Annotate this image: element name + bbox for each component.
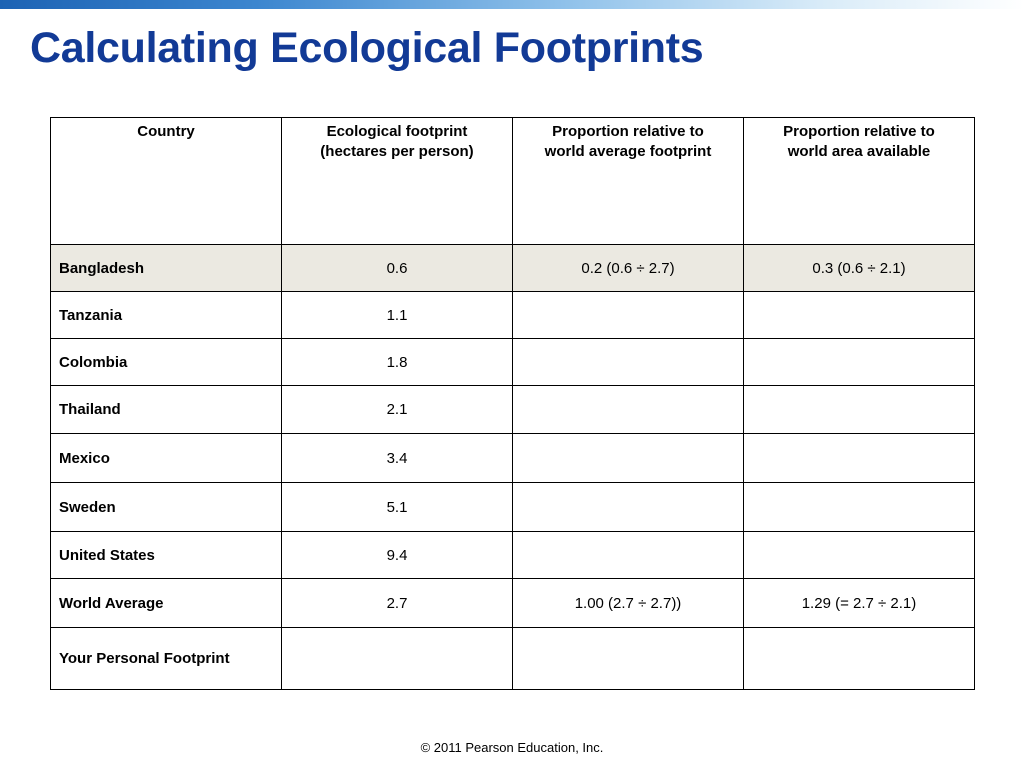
relative-area-cell: 0.3 (0.6 ÷ 2.1) xyxy=(743,244,975,292)
relative-area-cell xyxy=(743,531,975,579)
country-cell: Sweden xyxy=(50,482,282,532)
top-gradient-bar xyxy=(0,0,1024,9)
relative-average-cell xyxy=(512,433,744,483)
header-footprint: Ecological footprint (hectares per perso… xyxy=(281,117,513,245)
relative-average-cell xyxy=(512,338,744,386)
country-cell: United States xyxy=(50,531,282,579)
relative-average-cell xyxy=(512,291,744,339)
header-country: Country xyxy=(50,117,282,245)
relative-area-cell xyxy=(743,482,975,532)
table-row: Thailand 2.1 xyxy=(50,385,975,434)
footprint-cell: 0.6 xyxy=(281,244,513,292)
footprint-table: Country Ecological footprint (hectares p… xyxy=(50,117,975,690)
country-cell: World Average xyxy=(50,578,282,628)
country-cell: Your Personal Footprint xyxy=(50,627,282,690)
table-row: United States 9.4 xyxy=(50,531,975,579)
country-cell: Mexico xyxy=(50,433,282,483)
table-row: Mexico 3.4 xyxy=(50,433,975,483)
relative-average-cell xyxy=(512,385,744,434)
country-cell: Bangladesh xyxy=(50,244,282,292)
footprint-cell: 5.1 xyxy=(281,482,513,532)
country-cell: Colombia xyxy=(50,338,282,386)
table-row: Your Personal Footprint xyxy=(50,627,975,690)
footprint-cell: 1.1 xyxy=(281,291,513,339)
country-cell: Tanzania xyxy=(50,291,282,339)
footprint-cell: 1.8 xyxy=(281,338,513,386)
copyright-footer: © 2011 Pearson Education, Inc. xyxy=(420,740,604,755)
footprint-cell: 3.4 xyxy=(281,433,513,483)
relative-average-cell: 0.2 (0.6 ÷ 2.7) xyxy=(512,244,744,292)
relative-average-cell xyxy=(512,627,744,690)
relative-area-cell xyxy=(743,627,975,690)
header-relative-average: Proportion relative to world average foo… xyxy=(512,117,744,245)
footprint-cell: 2.1 xyxy=(281,385,513,434)
footprint-cell: 9.4 xyxy=(281,531,513,579)
table-row: World Average 2.7 1.00 (2.7 ÷ 2.7)) 1.29… xyxy=(50,578,975,628)
footprint-cell: 2.7 xyxy=(281,578,513,628)
table-row: Tanzania 1.1 xyxy=(50,291,975,339)
table-row: Sweden 5.1 xyxy=(50,482,975,532)
header-row: Country Ecological footprint (hectares p… xyxy=(50,117,975,245)
relative-average-cell xyxy=(512,482,744,532)
country-cell: Thailand xyxy=(50,385,282,434)
relative-average-cell: 1.00 (2.7 ÷ 2.7)) xyxy=(512,578,744,628)
relative-area-cell xyxy=(743,385,975,434)
footprint-cell xyxy=(281,627,513,690)
slide-title: Calculating Ecological Footprints xyxy=(30,24,704,72)
table-row: Bangladesh 0.6 0.2 (0.6 ÷ 2.7) 0.3 (0.6 … xyxy=(50,244,975,292)
relative-area-cell xyxy=(743,433,975,483)
table-row: Colombia 1.8 xyxy=(50,338,975,386)
relative-average-cell xyxy=(512,531,744,579)
relative-area-cell: 1.29 (= 2.7 ÷ 2.1) xyxy=(743,578,975,628)
relative-area-cell xyxy=(743,338,975,386)
relative-area-cell xyxy=(743,291,975,339)
header-relative-area: Proportion relative to world area availa… xyxy=(743,117,975,245)
